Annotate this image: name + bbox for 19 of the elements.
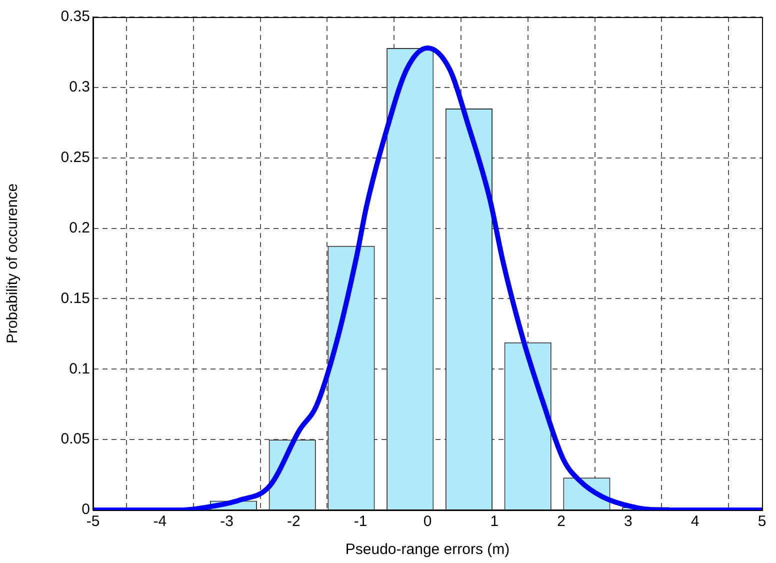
y-tick-label: 0.35 [60, 8, 90, 26]
y-tick-label: 0.25 [60, 149, 90, 166]
x-tick-label: 5 [758, 513, 766, 530]
x-tick-label: 1 [490, 513, 499, 530]
x-tick-label: 0 [423, 513, 432, 530]
x-axis-title: Pseudo-range errors (m) [345, 541, 510, 558]
x-tick-label: 3 [624, 513, 632, 530]
y-tick-label: 0.2 [69, 219, 90, 236]
x-tick-label: -3 [220, 513, 234, 530]
x-tick-label: 4 [690, 513, 700, 530]
x-tick-label: 2 [557, 513, 566, 530]
x-tick-label: -1 [354, 513, 368, 530]
y-tick-label: 0.3 [69, 78, 90, 96]
y-axis-title: Probability of occurence [4, 183, 22, 344]
x-tick-label: -4 [153, 513, 167, 530]
y-tick-label: 0.15 [60, 290, 90, 307]
x-tick-label: -2 [287, 513, 300, 530]
y-tick-label: 0.05 [60, 430, 90, 448]
y-tick-label: 0.1 [69, 360, 90, 378]
